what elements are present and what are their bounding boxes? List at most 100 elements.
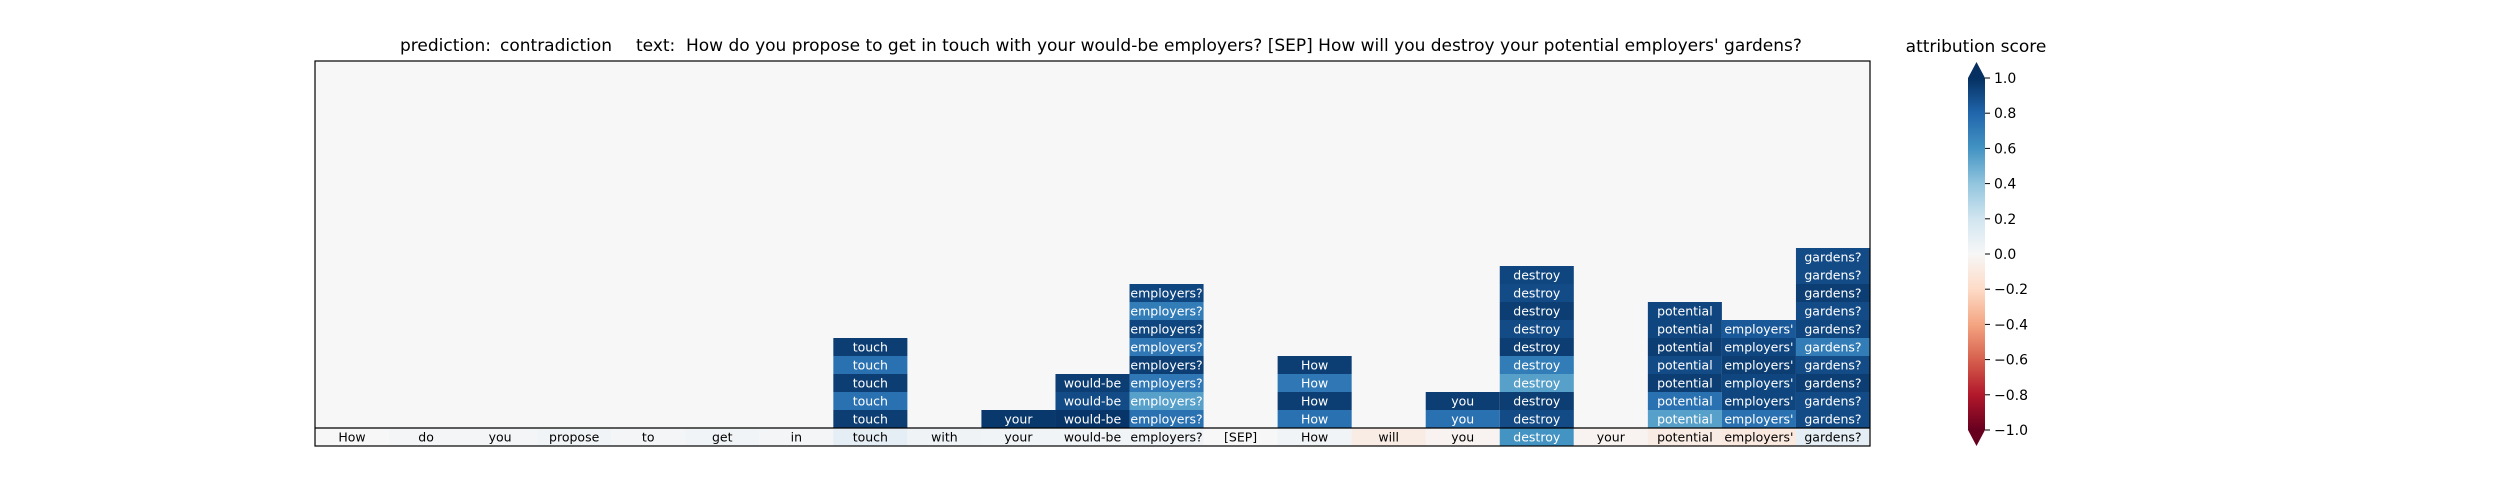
stack-cell-label: employers? (1130, 394, 1202, 409)
base-token-cell-label: get (712, 430, 733, 445)
stack-cell-fill (981, 410, 1056, 428)
base-token-cell-fill (907, 428, 982, 446)
stack-cell-label: would-be (1064, 376, 1122, 391)
stack-cell-label: gardens? (1804, 358, 1861, 373)
stack-cell-label: would-be (1064, 394, 1122, 409)
stack-cell-label: potential (1657, 358, 1713, 373)
stack-cell-fill (1721, 392, 1796, 410)
base-token-cell-label: [SEP] (1224, 430, 1257, 445)
base-token-cell-fill (1795, 428, 1870, 446)
stack-cell-fill (1795, 374, 1870, 392)
stack-cell-label: touch (853, 394, 888, 409)
colorbar-tick-label: −0.4 (1994, 317, 2028, 333)
stack-cell-label: gardens? (1804, 412, 1861, 427)
stack-cell-label: destroy (1513, 286, 1561, 301)
colorbar-extend-top (1968, 62, 1985, 78)
text-label: text: (636, 36, 675, 56)
stack-cell-label: destroy (1513, 268, 1561, 283)
base-token-cell-fill (1129, 428, 1204, 446)
colorbar-tick-label: 0.6 (1994, 141, 2016, 157)
stack-cell-label: employers? (1130, 304, 1202, 319)
stack-cell-label: employers? (1130, 412, 1202, 427)
stack-cell-label: gardens? (1804, 322, 1861, 337)
stack-cell-label: gardens? (1804, 394, 1861, 409)
stack-cell-fill (1499, 338, 1574, 356)
stack-cell-label: employers? (1130, 340, 1202, 355)
base-token-cell-label: with (931, 430, 958, 445)
stack-cell-fill (833, 356, 908, 374)
stack-cell-fill (1795, 266, 1870, 284)
base-token-cell-fill (685, 428, 760, 446)
stack-cell-label: touch (853, 358, 888, 373)
stack-cell-fill (833, 392, 908, 410)
colorbar-tick-label: 0.8 (1994, 106, 2016, 122)
stack-cell-fill (1795, 284, 1870, 302)
stack-cell-label: potential (1657, 304, 1713, 319)
stack-cell-fill (1647, 392, 1722, 410)
stack-cell-fill (1647, 302, 1722, 320)
base-token-cell-label: gardens? (1804, 430, 1861, 445)
base-token-cell-fill (1277, 428, 1352, 446)
stack-cell-label: destroy (1513, 322, 1561, 337)
base-token-cell-label: to (642, 430, 655, 445)
colorbar-tick-label: −0.2 (1994, 282, 2028, 298)
base-token-cell-label: you (489, 430, 512, 445)
colorbar-tick-label: 0.4 (1994, 177, 2016, 193)
stack-cell-fill (1795, 410, 1870, 428)
base-token-cell-label: in (791, 430, 802, 445)
stack-cell-fill (1129, 338, 1204, 356)
stack-cell-label: How (1301, 412, 1328, 427)
stack-cell-fill (1795, 320, 1870, 338)
stack-cell-fill (1499, 302, 1574, 320)
stack-cell-fill (1721, 410, 1796, 428)
stack-cell-label: gardens? (1804, 304, 1861, 319)
base-token-cell-label: How (338, 430, 365, 445)
stack-cell-fill (1795, 392, 1870, 410)
stack-cell-fill (1055, 410, 1130, 428)
stack-cell-label: employers' (1724, 412, 1793, 427)
stack-cell-fill (1795, 356, 1870, 374)
stack-cell-label: How (1301, 394, 1328, 409)
base-token-cell-fill (1203, 428, 1278, 446)
base-token-cell-fill (1721, 428, 1796, 446)
stack-cell-fill (1425, 410, 1500, 428)
base-token-cell-label: employers' (1724, 430, 1793, 445)
stack-cell-fill (1055, 392, 1130, 410)
stack-cell-label: would-be (1064, 412, 1122, 427)
heatmap-cells: How do you propose to get in touch with your would… (315, 248, 1870, 446)
base-token-cell-fill (611, 428, 686, 446)
base-token-cell-label: your (1004, 430, 1033, 445)
colorbar-ticks: 1.0 0.8 0.6 0.4 0.2 0.0 −0.2 −0.4 −0.6 −0.8 −1.0 (1985, 71, 2028, 439)
stack-cell-fill (1721, 338, 1796, 356)
base-token-cell-fill (981, 428, 1056, 446)
stack-cell-fill (1795, 248, 1870, 266)
stack-cell-fill (1721, 320, 1796, 338)
stack-cell-label: employers? (1130, 286, 1202, 301)
stack-cell-label: destroy (1513, 340, 1561, 355)
stack-cell-label: gardens? (1804, 268, 1861, 283)
stack-cell-fill (1499, 320, 1574, 338)
stack-cell-label: employers? (1130, 358, 1202, 373)
stack-cell-fill (833, 410, 908, 428)
base-token-cell-label: destroy (1513, 430, 1561, 445)
stack-cell-label: destroy (1513, 304, 1561, 319)
stack-cell-label: destroy (1513, 412, 1561, 427)
stack-cell-label: potential (1657, 412, 1713, 427)
base-token-cell-label: propose (549, 430, 600, 445)
stack-cell-fill (1129, 392, 1204, 410)
base-token-cell-fill (463, 428, 538, 446)
stack-cell-label: gardens? (1804, 376, 1861, 391)
stack-cell-fill (1499, 356, 1574, 374)
base-token-cell-fill (833, 428, 908, 446)
stack-cell-fill (1129, 374, 1204, 392)
stack-cell-fill (1499, 392, 1574, 410)
text-value: How do you propose to get in touch with … (686, 36, 1802, 56)
base-token-cell-label: will (1378, 430, 1399, 445)
base-token-cell-label: How (1301, 430, 1328, 445)
base-token-cell-label: potential (1657, 430, 1713, 445)
base-token-cell-fill (1351, 428, 1426, 446)
stack-cell-label: potential (1657, 394, 1713, 409)
stack-cell-fill (1647, 410, 1722, 428)
stack-cell-fill (1647, 320, 1722, 338)
stack-cell-label: employers' (1724, 394, 1793, 409)
